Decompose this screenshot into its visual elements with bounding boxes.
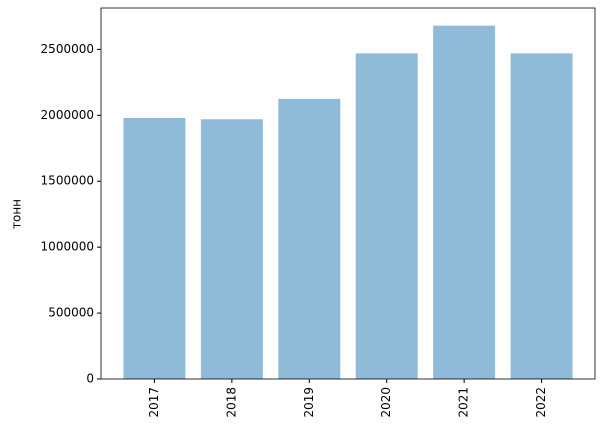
y-tick-label: 1000000 bbox=[41, 240, 94, 254]
bar bbox=[433, 25, 496, 380]
bar bbox=[510, 53, 573, 379]
bar bbox=[278, 98, 341, 379]
x-tick-label: 2020 bbox=[379, 387, 393, 418]
x-tick-label: 2019 bbox=[302, 387, 316, 418]
x-tick-label: 2021 bbox=[457, 387, 471, 418]
y-axis-label: тонн bbox=[10, 199, 24, 229]
bar bbox=[200, 119, 263, 380]
y-tick-label: 1500000 bbox=[41, 174, 94, 188]
x-tick-label: 2022 bbox=[534, 387, 548, 418]
x-tick-label: 2017 bbox=[147, 387, 161, 418]
y-tick-label: 0 bbox=[86, 372, 94, 386]
x-tick-label: 2018 bbox=[224, 387, 238, 418]
bar bbox=[355, 53, 418, 379]
y-tick-label: 500000 bbox=[48, 306, 94, 320]
plot-frame bbox=[100, 7, 596, 380]
y-tick-label: 2000000 bbox=[41, 108, 94, 122]
y-tick-label: 2500000 bbox=[41, 42, 94, 56]
bar bbox=[123, 117, 186, 379]
